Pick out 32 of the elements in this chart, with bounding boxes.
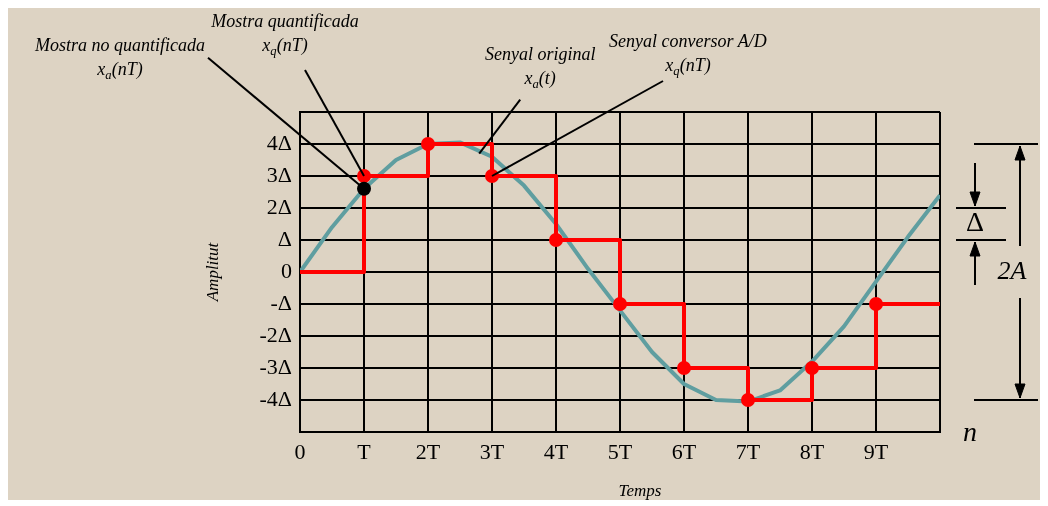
point <box>421 137 435 151</box>
y-axis-title: Amplitut <box>203 241 223 303</box>
y-tick-label: Δ <box>277 225 292 251</box>
x-tick-label: 4T <box>543 438 569 464</box>
x-tick-label: T <box>357 438 372 464</box>
x-axis-title: Temps <box>618 481 662 501</box>
y-tick-label: -4Δ <box>259 385 292 411</box>
y-tick-label: -3Δ <box>259 353 292 379</box>
y-tick-label: 4Δ <box>266 129 292 155</box>
text: n <box>963 416 977 448</box>
point <box>549 233 563 247</box>
point <box>357 181 371 196</box>
x-tick-label: 7T <box>735 438 761 464</box>
point <box>613 297 627 311</box>
y-tick-label: -Δ <box>270 289 292 315</box>
x-tick-label: 2T <box>415 438 441 464</box>
point <box>485 169 499 183</box>
point <box>677 361 691 375</box>
y-tick-label: 2Δ <box>266 193 292 219</box>
y-tick-label: 0 <box>281 257 292 283</box>
y-tick-label: -2Δ <box>259 321 292 347</box>
point <box>869 297 883 311</box>
text: Δ <box>965 206 985 238</box>
x-tick-label: 9T <box>863 438 889 464</box>
x-tick-label: 6T <box>671 438 697 464</box>
point <box>805 361 819 375</box>
x-tick-label: 8T <box>799 438 825 464</box>
point <box>741 393 755 407</box>
x-tick-label: 3T <box>479 438 505 464</box>
x-tick-label: 5T <box>607 438 633 464</box>
y-tick-label: 3Δ <box>266 161 292 187</box>
text: 2A <box>997 255 1027 285</box>
